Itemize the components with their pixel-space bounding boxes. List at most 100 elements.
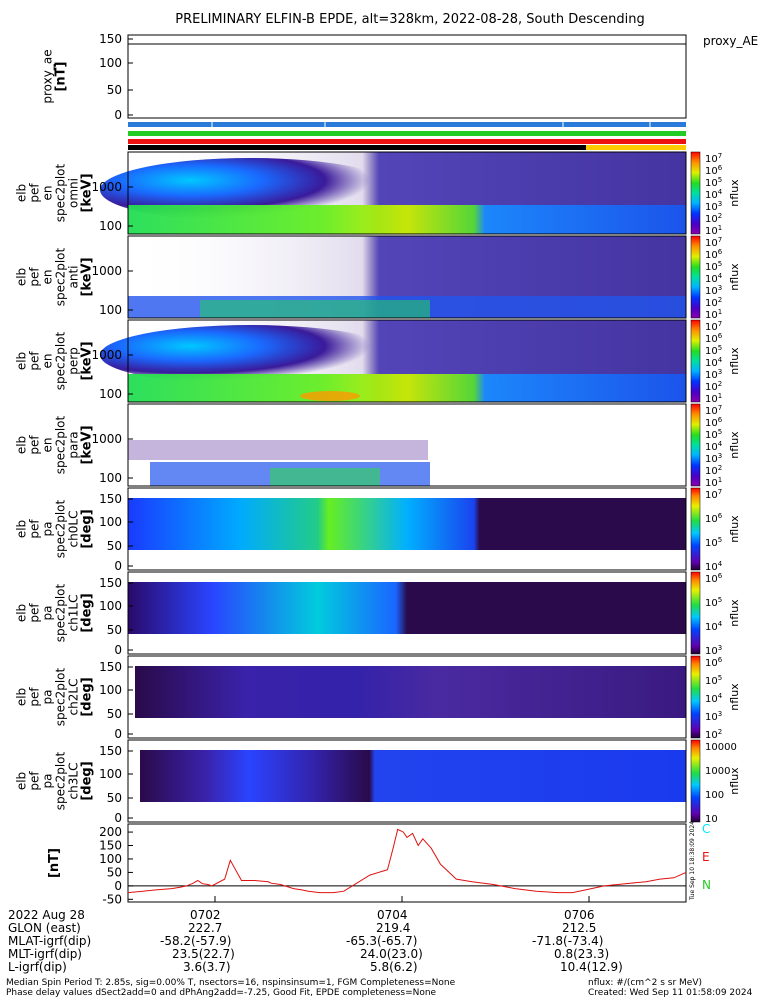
cbar-tick-pa2-3: 103 <box>705 710 722 723</box>
mag-label-N: N <box>702 878 711 892</box>
cbar-label-en2: nflux <box>728 263 741 291</box>
ylabel-en4-3: spec2plot <box>54 415 68 474</box>
ytick-en3-1000: 1000 <box>91 348 122 362</box>
status-bars <box>128 122 686 150</box>
ephem-mlt-0: 23.5(22.7) <box>172 947 235 961</box>
ylabel-pa1-1: pef <box>28 603 42 623</box>
ylabel-en2-5: [keV] <box>80 257 95 296</box>
ytick-mag-50: 50 <box>107 865 122 879</box>
panel-proxy-ae: proxy_AE <box>127 34 758 119</box>
ephem-mlat-1: -65.3(-65.7) <box>346 934 418 948</box>
x-tick-label-0704: 0704 <box>377 908 408 922</box>
ytick-en2-100: 100 <box>99 303 122 317</box>
ylabel-en2-0: elb <box>15 268 29 286</box>
ytick-en3-100: 100 <box>99 387 122 401</box>
ephem-glon-0: 222.7 <box>188 921 223 935</box>
panel-energy-omni <box>100 151 687 235</box>
ylabel-pa2-1: pef <box>28 687 42 707</box>
ylabel-pa3-5: [deg] <box>80 761 95 800</box>
cbar-label-pa1: nflux <box>728 599 741 627</box>
ytick-en1-100: 100 <box>99 219 122 233</box>
ylabel-en3-2: en <box>41 354 55 369</box>
ytick-pa3-150: 150 <box>99 744 122 758</box>
footer-line1-right: nflux: #/(cm^2 s sr MeV) <box>588 978 702 988</box>
ephem-glon-1: 219.4 <box>376 921 411 935</box>
x-tick-label-0706: 0706 <box>564 908 595 922</box>
ephem-label-mlt: MLT-igrf(dip) <box>8 947 82 961</box>
ytick-pa2-100: 100 <box>99 683 122 697</box>
ylabel-en3-3: spec2plot <box>54 331 68 390</box>
figure-title: PRELIMINARY ELFIN-B EPDE, alt=328km, 202… <box>175 12 645 27</box>
ephemeris-date: 2022 Aug 28 <box>8 908 85 922</box>
panel-pa-ch0 <box>127 487 687 571</box>
footer-line2-right: Created: Wed Sep 11 01:58:09 2024 <box>588 988 753 998</box>
ylabel-pa3-2: pa <box>41 774 55 789</box>
ylabel-pa1-0: elb <box>15 604 29 622</box>
ylabel-proxy-0: proxy_ae <box>41 49 55 103</box>
x-tick-label-0702: 0702 <box>190 908 221 922</box>
ephem-l-1: 5.8(6.2) <box>370 960 418 974</box>
panel-energy-para <box>127 403 687 487</box>
ylabel-pa2-2: pa <box>41 690 55 705</box>
ylabel-en4-4: para <box>67 431 81 458</box>
panel-pa-ch3 <box>127 739 687 823</box>
mag-series-line <box>127 828 687 894</box>
panel-pa-ch1 <box>127 571 687 655</box>
footer-line2-left: Phase delay values dSect2add=0 and dPhAn… <box>6 988 437 998</box>
ylabel-pa1-5: [deg] <box>80 593 95 632</box>
mag-label-C: C <box>702 822 711 836</box>
ylabel-pa3-4: ch3LC <box>67 763 81 800</box>
ytick-proxy-100: 100 <box>99 56 122 70</box>
ytick-pa0-50: 50 <box>107 539 122 553</box>
ylabel-en3-4: perp <box>67 347 81 375</box>
ytick-proxy-0: 0 <box>114 108 122 122</box>
ytick-pa2-150: 150 <box>99 660 122 674</box>
ytick-mag-100: 100 <box>99 852 122 866</box>
ylabel-en4-1: pef <box>28 435 42 455</box>
ytick-pa3-50: 50 <box>107 791 122 805</box>
ylabel-pa1-3: spec2plot <box>54 583 68 642</box>
ylabel-en1-2: en <box>41 186 55 201</box>
cbar-tick-pa0-0: 107 <box>705 488 722 501</box>
ephem-label-mlat: MLAT-igrf(dip) <box>8 934 92 948</box>
mag-label-E: E <box>702 850 710 864</box>
panel-pa-ch2 <box>127 655 687 739</box>
ylabel-pa2-5: [deg] <box>80 677 95 716</box>
ytick-pa3-100: 100 <box>99 767 122 781</box>
plot-timestamp: Tue Sep 10 18:38:09 2024 <box>689 821 696 901</box>
cbar-tick-pa2-2: 104 <box>705 692 723 705</box>
colorbars <box>690 151 701 823</box>
cbar-tick-pa0-2: 105 <box>705 536 722 549</box>
ylabel-en1-5: [keV] <box>80 173 95 212</box>
ylabel-pa1-4: ch1LC <box>67 595 81 632</box>
ytick-pa3-0: 0 <box>114 811 122 825</box>
ylabel-en1-1: pef <box>28 183 42 203</box>
cbar-tick-pa3-2: 100 <box>705 790 724 801</box>
ylabel-en2-2: en <box>41 270 55 285</box>
ytick-pa1-100: 100 <box>99 599 122 613</box>
ephem-mlat-0: -58.2(-57.9) <box>160 934 232 948</box>
ylabel-en1-0: elb <box>15 184 29 202</box>
cbar-tick-pa1-1: 105 <box>705 596 722 609</box>
ytick-mag-200: 200 <box>99 825 122 839</box>
ephem-l-0: 3.6(3.7) <box>183 960 231 974</box>
ytick-pa0-100: 100 <box>99 515 122 529</box>
ylabel-en2-3: spec2plot <box>54 247 68 306</box>
cbar-tick-pa2-0: 106 <box>705 656 723 669</box>
cbar-tick-pa1-2: 104 <box>705 620 723 633</box>
ylabel-en4-0: elb <box>15 436 29 454</box>
ephem-mlt-1: 24.0(23.0) <box>360 947 423 961</box>
ytick-pa1-50: 50 <box>107 623 122 637</box>
panel-mag: Tue Sep 10 18:38:09 2024 <box>127 821 696 903</box>
ylabel-en1-4: omni <box>67 178 81 208</box>
panel-energy-perp <box>100 319 687 403</box>
panel-energy-anti <box>127 235 687 319</box>
cbar-label-en3: nflux <box>728 347 741 375</box>
ylabel-en4-5: [keV] <box>80 425 95 464</box>
ephem-label-glon: GLON (east) <box>8 921 81 935</box>
cbar-label-pa3: nflux <box>728 767 741 795</box>
ylabel-pa0-4: ch0LC <box>67 511 81 548</box>
ytick-proxy-50: 50 <box>107 83 122 97</box>
